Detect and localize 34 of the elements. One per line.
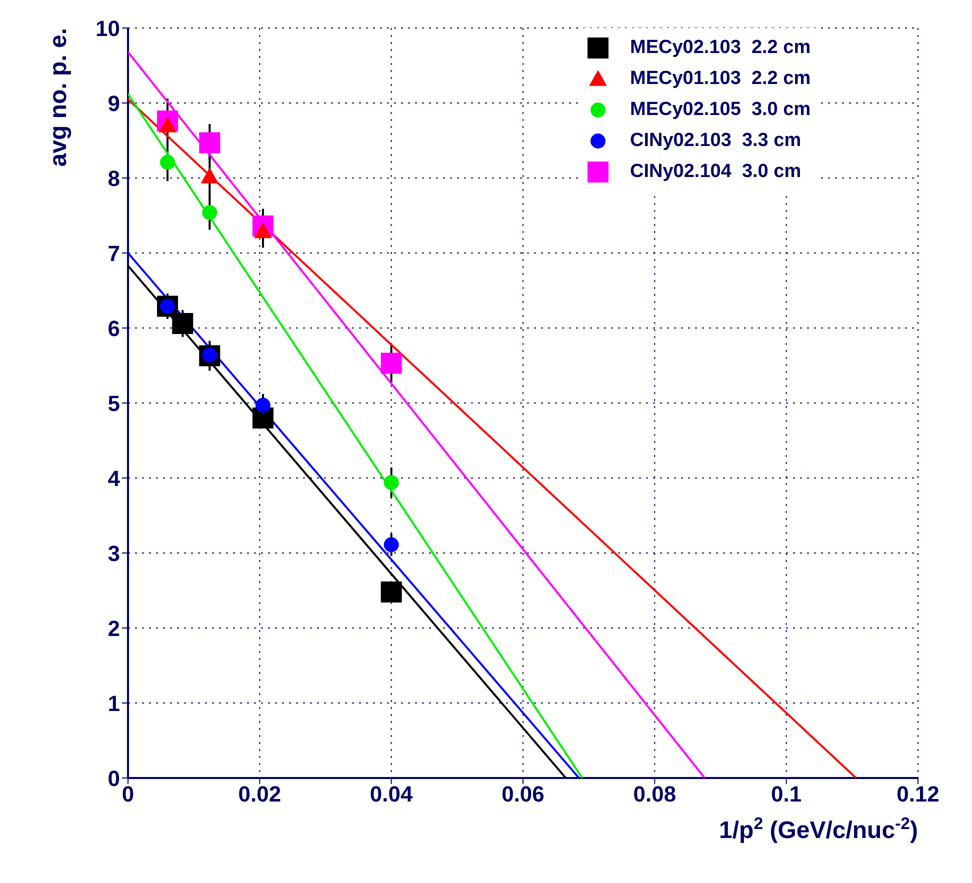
x-tick-label: 0.08 — [633, 782, 676, 807]
legend-label: MECy02.105 3.0 cm — [630, 98, 811, 120]
point — [380, 582, 402, 602]
y-tick-label: 9 — [108, 90, 120, 116]
y-tick-label: 2 — [108, 616, 120, 641]
legend-label: CINy02.103 3.3 cm — [630, 130, 802, 152]
x-tick-label: 0.1 — [771, 782, 802, 807]
y-tick-label: 6 — [108, 316, 120, 341]
point — [199, 132, 220, 154]
point — [202, 205, 218, 220]
point — [384, 537, 399, 552]
legend-label: MECy01.103 2.2 cm — [630, 68, 811, 90]
y-tick-label: 7 — [108, 240, 120, 266]
y-axis-title: avg no. p. e. — [45, 28, 72, 167]
point — [255, 398, 270, 413]
x-tick-label: 0.12 — [896, 782, 940, 807]
y-tick-label: 3 — [108, 540, 120, 566]
legend-label: MECy02.103 2.2 cm — [630, 36, 811, 58]
y-tick-label: 10 — [96, 16, 120, 41]
point — [201, 168, 218, 184]
x-tick-label: 0.02 — [238, 782, 282, 807]
legend-label: CINy02.104 3.0 cm — [630, 160, 802, 182]
point — [160, 154, 175, 170]
point — [384, 475, 399, 490]
y-tick-label: 1 — [108, 690, 120, 716]
y-tick-label: 4 — [108, 466, 121, 491]
y-tick-label: 8 — [108, 166, 120, 191]
x-tick-label: 0.04 — [370, 782, 414, 807]
point — [172, 313, 194, 334]
x-axis-title: 1/p$^{2}$ (GeV/c/nuc$^{-2}$) — [719, 814, 918, 844]
point — [380, 352, 402, 374]
y-tick-label: 5 — [108, 390, 120, 416]
x-tick-label: 0.06 — [502, 782, 544, 807]
y-tick-label: 0 — [108, 766, 120, 791]
